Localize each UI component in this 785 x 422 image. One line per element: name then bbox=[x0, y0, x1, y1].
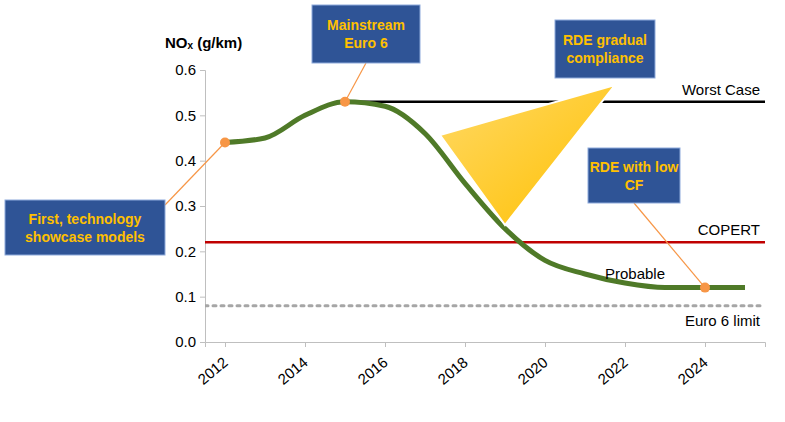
annotation-text: Euro 6 bbox=[344, 35, 388, 51]
y-tick: 0.3 bbox=[175, 197, 205, 214]
x-tick-label: 2014 bbox=[274, 353, 310, 387]
annotation-box bbox=[555, 20, 655, 78]
x-tick: 2016 bbox=[354, 342, 390, 388]
y-tick-label: 0.4 bbox=[175, 152, 196, 169]
y-tick-label: 0.1 bbox=[175, 288, 196, 305]
annotation-point bbox=[340, 97, 350, 107]
annotation-text: Mainstream bbox=[327, 17, 405, 33]
x-tick-label: 2020 bbox=[514, 353, 550, 387]
x-tick-mark bbox=[465, 342, 466, 347]
reference-label: Worst Case bbox=[682, 81, 760, 98]
y-tick-mark bbox=[200, 297, 205, 298]
y-tick-label: 0.6 bbox=[175, 61, 196, 78]
x-tick-label: 2022 bbox=[594, 353, 630, 387]
series-label: Probable bbox=[605, 265, 665, 282]
y-tick-mark bbox=[200, 206, 205, 207]
x-axis-line bbox=[206, 343, 766, 348]
y-tick: 0.6 bbox=[175, 61, 205, 78]
y-tick-label: 0.2 bbox=[175, 243, 196, 260]
annotation-box bbox=[5, 200, 165, 255]
x-tick-label: 2018 bbox=[434, 353, 470, 387]
y-tick: 0.0 bbox=[175, 333, 205, 350]
reference-label: Euro 6 limit bbox=[685, 312, 761, 329]
annotation-text: showcase models bbox=[25, 229, 145, 245]
reference-line bbox=[205, 241, 765, 244]
annotation-text: RDE with low bbox=[590, 159, 679, 175]
x-tick: 2014 bbox=[274, 342, 310, 388]
annotation-text: RDE gradual bbox=[563, 32, 647, 48]
y-tick: 0.5 bbox=[175, 107, 205, 124]
y-tick-label: 0.0 bbox=[175, 333, 196, 350]
x-tick: 2024 bbox=[674, 342, 710, 388]
y-tick-label: 0.5 bbox=[175, 107, 196, 124]
annotation-text: First, technology bbox=[29, 211, 142, 227]
x-tick-mark bbox=[305, 342, 306, 347]
x-tick: 2012 bbox=[194, 342, 230, 388]
plot: 0.0 0.1 0.2 0.3 0.4 0.5 0.6 2012 2014 2016 2018 202… bbox=[165, 34, 766, 388]
annotation-box bbox=[312, 5, 420, 63]
y-tick-mark bbox=[200, 115, 205, 116]
x-tick-label: 2012 bbox=[194, 353, 230, 387]
x-tick-mark bbox=[225, 342, 226, 347]
x-tick-mark bbox=[705, 342, 706, 347]
annotation-point bbox=[220, 138, 230, 148]
y-axis-title: NOₓ (g/km) bbox=[165, 34, 242, 51]
x-tick: 2018 bbox=[434, 342, 470, 388]
reference-label: COPERT bbox=[698, 221, 760, 238]
y-tick: 0.2 bbox=[175, 243, 205, 260]
annotations: First, technology showcase models Mainstre… bbox=[5, 5, 710, 293]
y-tick-mark bbox=[200, 251, 205, 252]
y-tick-mark bbox=[200, 342, 205, 343]
x-tick-label: 2016 bbox=[354, 353, 390, 387]
reference-line bbox=[205, 304, 765, 307]
leader-line bbox=[634, 203, 705, 288]
y-tick-mark bbox=[200, 161, 205, 162]
y-axis: 0.0 0.1 0.2 0.3 0.4 0.5 0.6 bbox=[175, 61, 205, 350]
x-tick: 2022 bbox=[594, 342, 630, 388]
y-tick: 0.1 bbox=[175, 288, 205, 305]
x-axis: 2012 2014 2016 2018 2020 2022 2024 bbox=[194, 342, 765, 388]
annotation-point bbox=[700, 283, 710, 293]
leader-line bbox=[345, 63, 366, 102]
annotation-text: CF bbox=[625, 177, 644, 193]
y-tick-label: 0.3 bbox=[175, 197, 196, 214]
x-tick-mark bbox=[545, 342, 546, 347]
x-tick-mark bbox=[385, 342, 386, 347]
y-axis-line bbox=[200, 71, 206, 343]
leader-line bbox=[165, 143, 225, 205]
x-tick-label: 2024 bbox=[674, 353, 710, 387]
y-tick-mark bbox=[200, 70, 205, 71]
annotation-box bbox=[588, 148, 680, 203]
y-tick: 0.4 bbox=[175, 152, 205, 169]
annotation-text: compliance bbox=[566, 50, 643, 66]
chart: 0.0 0.1 0.2 0.3 0.4 0.5 0.6 2012 2014 2016 2018 202… bbox=[0, 0, 785, 422]
x-tick: 2020 bbox=[514, 342, 550, 388]
x-tick-mark bbox=[625, 342, 626, 347]
